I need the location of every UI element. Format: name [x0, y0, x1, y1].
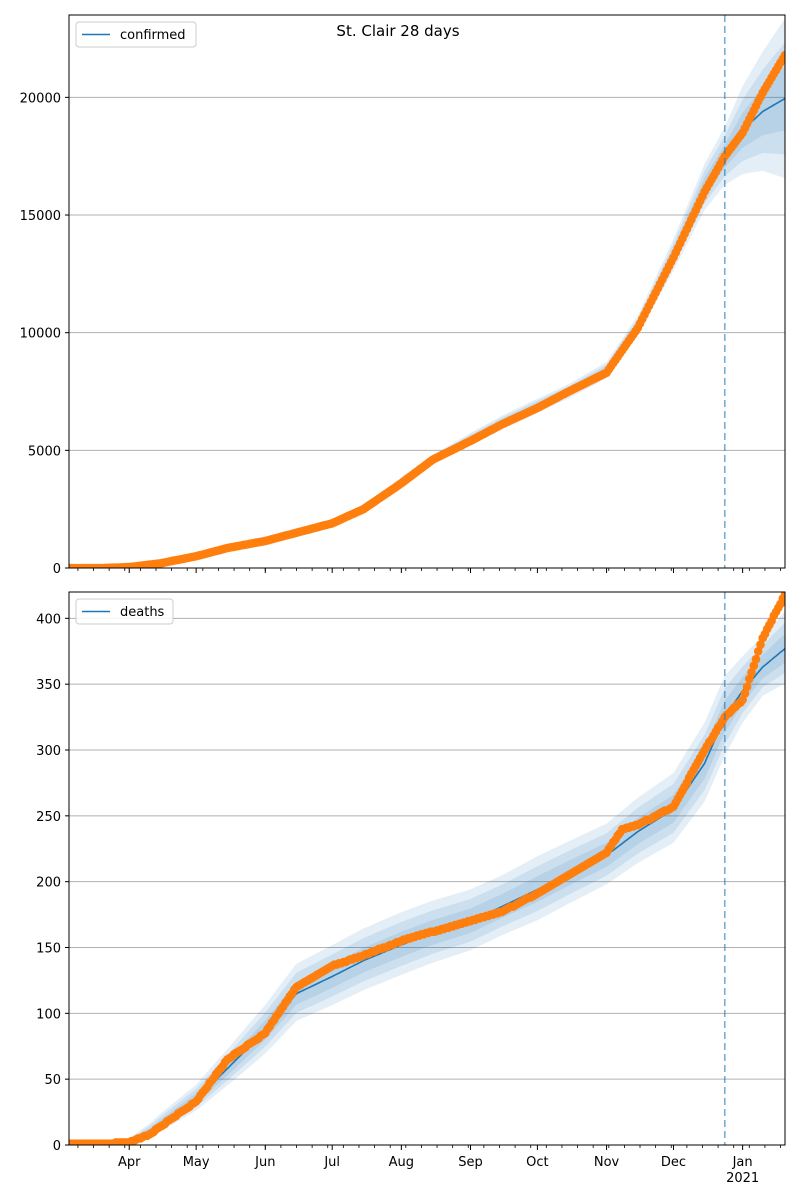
y-tick-label: 200 [36, 876, 61, 891]
legend-box [75, 21, 197, 48]
plot-area [69, 18, 785, 568]
figure-title: St. Clair 28 days [336, 22, 459, 40]
confidence-band [69, 622, 785, 1145]
x-tick-label: Jul [323, 1155, 340, 1170]
model-line [69, 97, 785, 568]
y-tick-label: 100 [36, 1007, 61, 1022]
x-tick-label: Nov [594, 1155, 620, 1170]
observed-point [780, 50, 785, 60]
legend: deaths [75, 598, 174, 625]
observed-point [745, 674, 754, 684]
confidence-band [69, 633, 785, 1145]
x-tick-label: Oct [526, 1155, 548, 1170]
observed-point [740, 689, 750, 698]
legend-box [75, 598, 174, 625]
observed-point [749, 661, 759, 670]
x-tick-label: May [183, 1155, 210, 1170]
y-tick-label: 400 [36, 612, 61, 627]
plot-area [69, 592, 785, 1145]
x-tick-label: 2021 [726, 1171, 759, 1186]
x-tick-label: Jan [732, 1155, 753, 1170]
x-tick-label: Apr [118, 1155, 141, 1170]
confidence-band [69, 611, 785, 1145]
observed-point [780, 592, 785, 599]
y-tick-label: 0 [53, 562, 61, 577]
x-tick-label: Aug [389, 1155, 414, 1170]
y-tick-label: 50 [44, 1073, 61, 1088]
y-tick-label: 5000 [28, 444, 61, 459]
y-tick-label: 0 [53, 1139, 61, 1154]
axes-frame [68, 591, 786, 1146]
y-tick-label: 150 [36, 942, 61, 957]
y-tick-label: 250 [36, 810, 61, 825]
x-tick-label: Jun [254, 1155, 275, 1170]
confirmed-panel: 0 5000 10000 15000 20000 confirmed [20, 14, 786, 577]
confidence-band [69, 66, 785, 568]
y-tick-label: 10000 [20, 327, 61, 342]
x-tick-label: Dec [661, 1155, 686, 1170]
legend-label: confirmed [120, 28, 186, 43]
model-line [69, 647, 785, 1145]
y-tick-label: 15000 [20, 209, 61, 224]
observed-point [751, 654, 761, 664]
y-tick-label: 300 [36, 744, 61, 759]
observed-point [756, 640, 765, 649]
legend: confirmed [75, 21, 197, 48]
observed-point [753, 647, 763, 656]
y-tick-label: 20000 [20, 91, 61, 106]
observed-point [738, 695, 747, 705]
y-tick-label: 350 [36, 678, 61, 693]
x-tick-label: Sep [458, 1155, 483, 1170]
axes-frame [68, 14, 786, 569]
deaths-panel: 0 50 100 150 200 250 300 350 400 Apr May Jun Jul Aug S… [36, 591, 786, 1186]
observed-point [747, 668, 756, 677]
confidence-band [69, 42, 785, 568]
confidence-band [69, 18, 785, 568]
legend-label: deaths [120, 605, 165, 620]
observed-point [742, 682, 752, 692]
